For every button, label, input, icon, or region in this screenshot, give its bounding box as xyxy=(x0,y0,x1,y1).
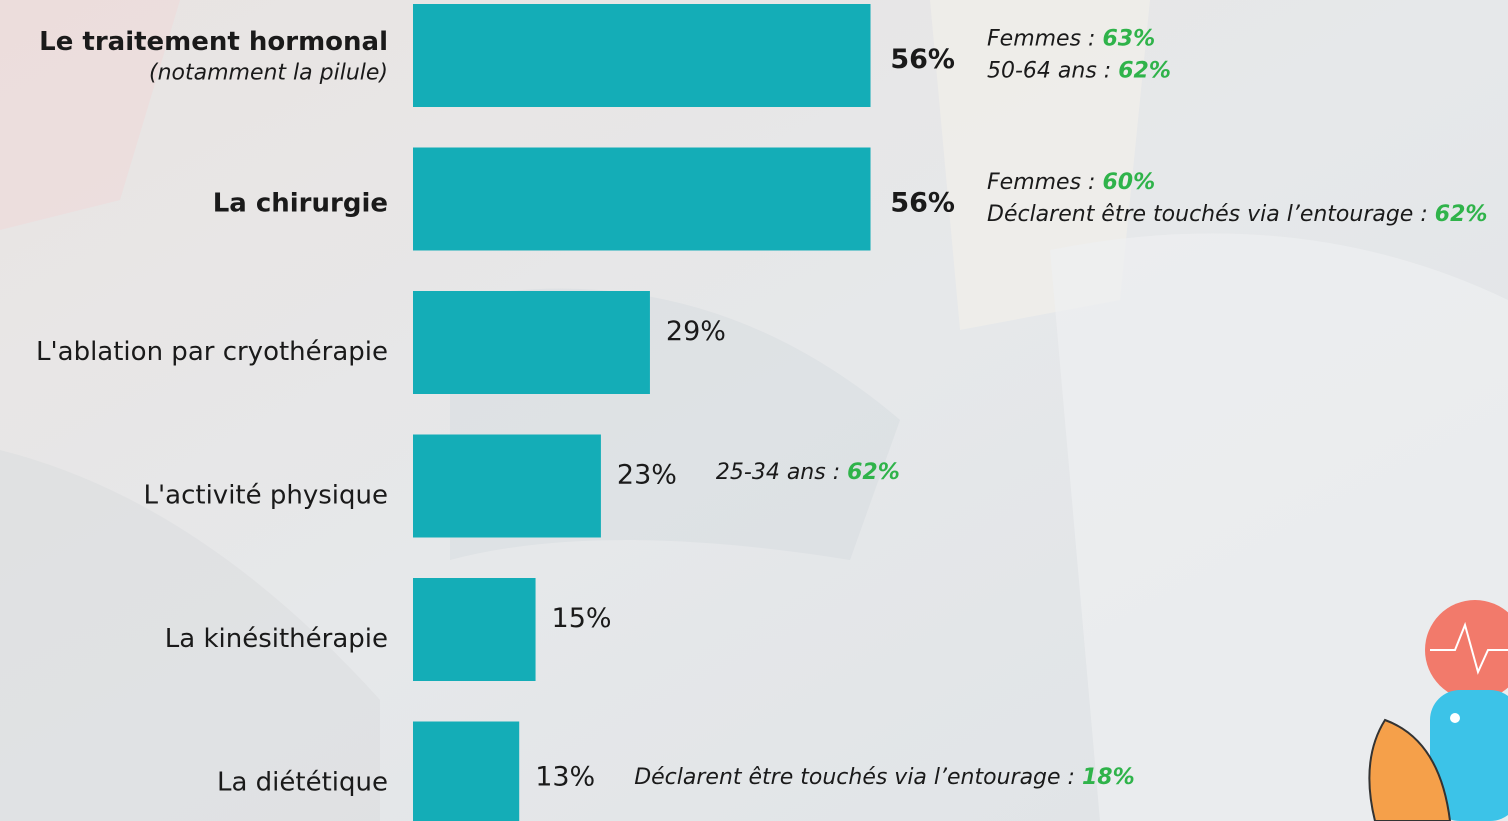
bar xyxy=(413,4,871,107)
category-label: L'ablation par cryothérapie xyxy=(36,337,388,367)
page: {"chart_data": {"type": "bar", "orientat… xyxy=(0,0,1508,821)
annotation: Femmes : 60% xyxy=(987,170,1155,195)
annotation-text: Femmes : xyxy=(987,170,1095,195)
value-label: 29% xyxy=(666,316,726,347)
annotation: 50-64 ans : 62% xyxy=(987,59,1171,84)
annotation-highlight: 63% xyxy=(1102,27,1155,52)
bar xyxy=(413,291,650,394)
category-label: La diététique xyxy=(217,768,388,798)
annotation-text: 25-34 ans : xyxy=(716,460,840,485)
annotation-highlight: 62% xyxy=(847,460,900,485)
annotation-text: Déclarent être touchés via l’entourage : xyxy=(634,765,1075,790)
category-label: La kinésithérapie xyxy=(165,624,388,654)
annotation-highlight: 62% xyxy=(1118,59,1171,84)
bar xyxy=(413,435,601,538)
annotation: 25-34 ans : 62% xyxy=(716,460,900,485)
annotation-text: 50-64 ans : xyxy=(987,59,1111,84)
bar xyxy=(413,148,871,251)
annotation-highlight: 18% xyxy=(1082,765,1135,790)
category-subtitle: (notamment la pilule) xyxy=(149,61,388,86)
annotation-text: Déclarent être touchés via l’entourage : xyxy=(987,202,1428,227)
annotation-highlight: 60% xyxy=(1102,170,1155,195)
value-label: 15% xyxy=(552,603,612,634)
background xyxy=(0,0,1508,821)
category-label: Le traitement hormonal xyxy=(39,27,388,57)
bar xyxy=(413,722,519,821)
value-label: 23% xyxy=(617,460,677,491)
annotation: Femmes : 63% xyxy=(987,27,1155,52)
category-label: La chirurgie xyxy=(213,189,388,219)
category-label: L'activité physique xyxy=(144,481,388,511)
bar xyxy=(413,578,536,681)
value-label: 56% xyxy=(890,188,955,219)
chart: Le traitement hormonal (notamment la pilu… xyxy=(0,0,1508,821)
value-label: 13% xyxy=(535,762,595,793)
annotation: Déclarent être touchés via l’entourage :… xyxy=(634,765,1134,790)
annotation-highlight: 62% xyxy=(1435,202,1488,227)
annotation: Déclarent être touchés via l’entourage :… xyxy=(987,202,1487,227)
annotation-text: Femmes : xyxy=(987,27,1095,52)
value-label: 56% xyxy=(890,44,955,75)
